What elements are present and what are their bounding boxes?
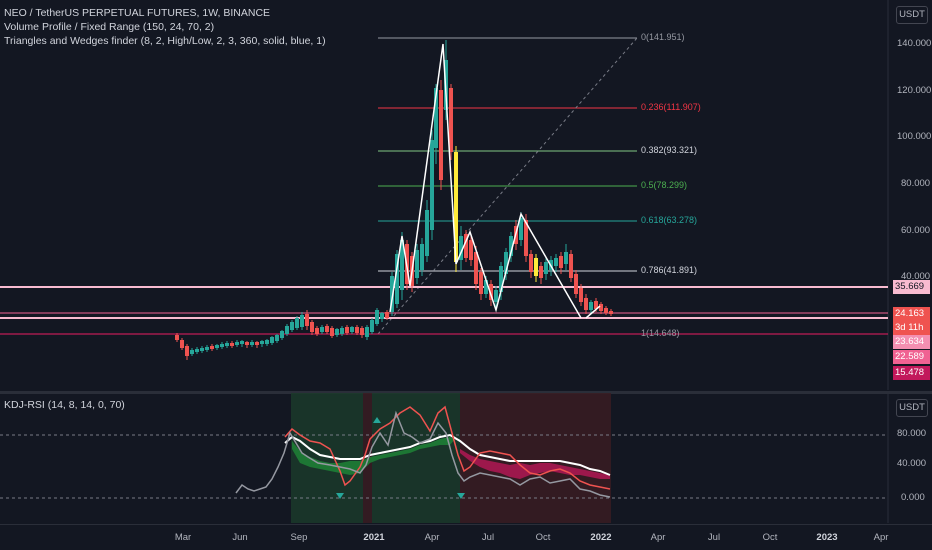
time-axis-label: 2021 [363,532,385,543]
rsi-axis-label: 40.000 [897,458,927,469]
wedge-marker [585,305,601,319]
kdj-rsi-canvas[interactable] [0,393,932,523]
fib-label-1: 1(14.648) [641,328,680,338]
candlesticks[interactable] [175,40,613,360]
time-axis-label: Apr [424,532,440,543]
rsi-indicator-title[interactable]: KDJ-RSI (14, 8, 14, 0, 70) [4,399,125,411]
price-axis-label: 40.000 [901,271,931,282]
fib-label-0236: 0.236(111.907) [641,102,701,112]
zigzag-pattern-line[interactable] [389,43,582,319]
bear-fill [460,449,610,479]
d-line [284,405,611,490]
indicator-volume-profile[interactable]: Volume Profile / Fixed Range (150, 24, 7… [4,21,215,33]
time-axis-label: Jul [707,532,721,543]
pane-separator[interactable] [0,391,932,394]
last-price-tag: 24.163 [893,307,930,321]
bar-countdown: 3d 11h [893,321,930,335]
up-triangle-marker [373,417,381,423]
time-axis-label: 2022 [590,532,612,543]
j-line [235,410,611,498]
indicator-triangles-wedges[interactable]: Triangles and Wedges finder (8, 2, High/… [4,35,326,47]
price-axis-label: 120.000 [897,85,932,96]
k-line [284,433,611,476]
rsi-axis-label: 0.000 [901,492,925,503]
fib-label-0786: 0.786(41.891) [641,265,698,275]
rsi-currency-button[interactable]: USDT [896,399,928,417]
price-tag-line-15: 15.478 [893,366,930,380]
currency-button[interactable]: USDT [896,6,928,24]
time-axis-label: Apr [650,532,666,543]
time-axis-label: Oct [762,532,778,543]
time-axis[interactable] [0,525,888,550]
bullish-zone [372,393,460,523]
time-axis-label: Jun [232,532,248,543]
bearish-zone [460,393,611,523]
time-axis-label: Mar [174,532,192,543]
price-tag-line-23: 23.634 [893,335,930,349]
kdj-rsi-pane[interactable]: KDJ-RSI (14, 8, 14, 0, 70) USDT 80.000 4… [0,393,932,523]
price-axis-label: 100.000 [897,131,932,142]
time-axis-label: Oct [535,532,551,543]
down-triangle-marker [336,493,344,499]
fib-label-05: 0.5(78.299) [641,180,688,190]
time-axis-label: Apr [873,532,889,543]
time-axis-label: Jul [481,532,495,543]
price-chart-pane[interactable]: 0(141.951) 0.236(111.907) 0.382(93.321) … [0,0,932,390]
time-axis-border [0,524,932,525]
time-axis-label: 2023 [816,532,838,543]
fib-label-0382: 0.382(93.321) [641,145,698,155]
symbol-title[interactable]: NEO / TetherUS PERPETUAL FUTURES, 1W, BI… [4,7,271,19]
fib-label-0: 0(141.951) [641,32,685,42]
fib-label-0618: 0.618(63.278) [641,215,698,225]
price-axis-label: 140.000 [897,38,932,49]
rsi-axis-label: 80.000 [897,428,927,439]
fibonacci-retracement[interactable] [377,37,638,335]
price-chart-canvas[interactable] [0,0,932,390]
price-axis-label: 80.000 [901,178,931,189]
time-axis-label: Sep [290,532,308,543]
chart-legend[interactable]: NEO / TetherUS PERPETUAL FUTURES, 1W, BI… [4,6,326,48]
price-axis-label: 60.000 [901,225,931,236]
down-triangle-marker [457,493,465,499]
price-tag-line-22: 22.589 [893,350,930,364]
price-tag-line-35: 35.669 [893,280,930,294]
